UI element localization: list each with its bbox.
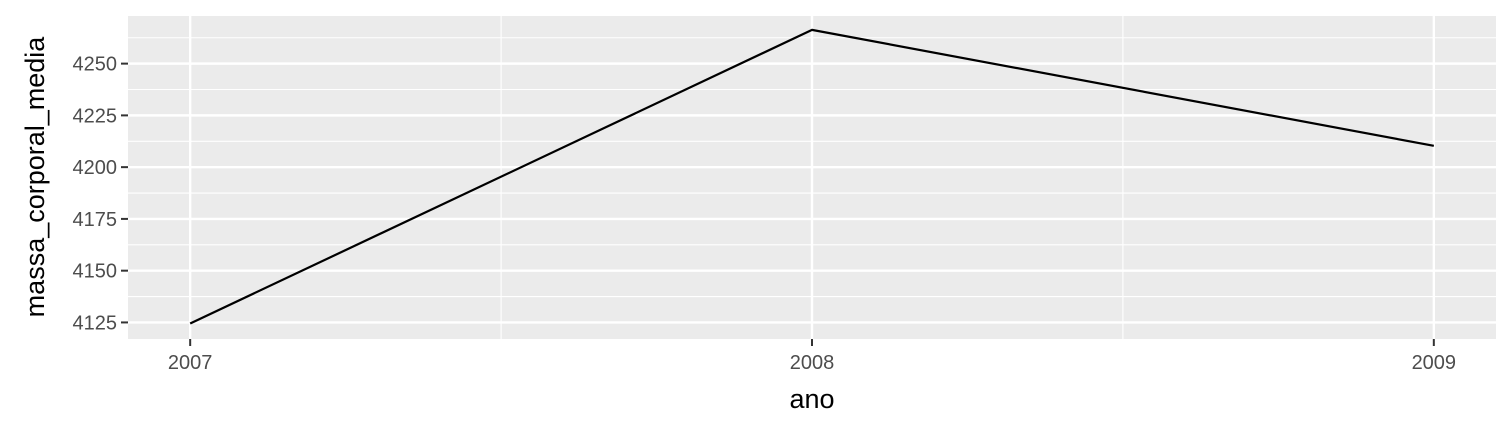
- y-axis-title: massa_corporal_media: [20, 36, 50, 318]
- x-axis-title: ano: [789, 384, 834, 414]
- series-layer: [189, 28, 1435, 325]
- series-line: [189, 28, 1435, 325]
- y-tick-label: 4175: [73, 209, 118, 231]
- y-tick-label: 4125: [73, 312, 118, 334]
- x-tick-label: 2007: [168, 352, 213, 374]
- x-tick-label: 2008: [790, 352, 835, 374]
- y-tick-label: 4150: [73, 261, 118, 283]
- major-gridlines: [128, 16, 1496, 339]
- y-tick-label: 4250: [73, 54, 118, 76]
- y-tick-label: 4225: [73, 105, 118, 127]
- axis-ticks: 2007 2008 2009 4125 4150 4175 4200 4225 4250: [73, 54, 1457, 374]
- x-tick-label: 2009: [1412, 352, 1457, 374]
- y-tick-label: 4200: [73, 157, 118, 179]
